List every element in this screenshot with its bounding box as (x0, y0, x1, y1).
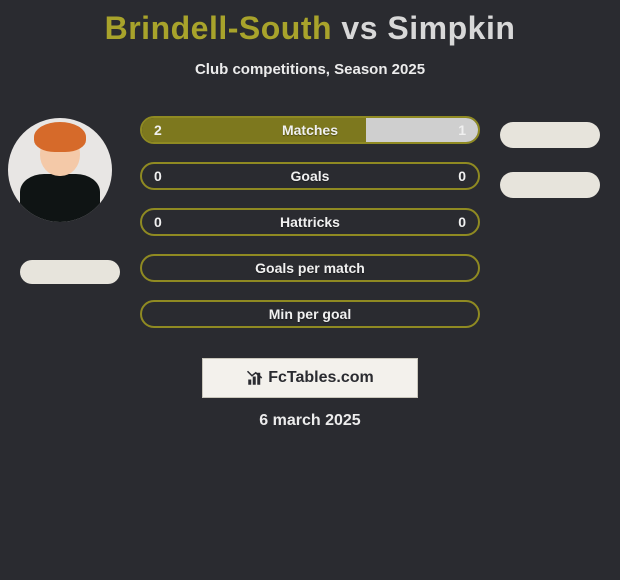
stat-row-goals: 0 Goals 0 (140, 162, 480, 190)
player2-avatar-pill (500, 122, 600, 148)
brand-box[interactable]: FcTables.com (202, 358, 418, 398)
stat-label: Min per goal (142, 302, 478, 326)
comparison-arena: 2 Matches 1 0 Goals 0 0 Hattricks 0 Goal… (0, 122, 620, 382)
date-text: 6 march 2025 (0, 412, 620, 430)
bar-chart-icon (246, 369, 264, 387)
player1-name-pill (20, 260, 120, 284)
stat-row-goals-per-match: Goals per match (140, 254, 480, 282)
stat-bars: 2 Matches 1 0 Goals 0 0 Hattricks 0 Goal… (140, 116, 480, 346)
stat-row-hattricks: 0 Hattricks 0 (140, 208, 480, 236)
stat-value-right: 1 (458, 118, 466, 142)
stat-label: Goals (142, 164, 478, 188)
vs-text: vs (341, 10, 378, 46)
player1-avatar (8, 118, 112, 222)
stat-row-matches: 2 Matches 1 (140, 116, 480, 144)
player1-name: Brindell-South (105, 10, 332, 46)
brand-text: FcTables.com (268, 369, 374, 387)
stat-label: Hattricks (142, 210, 478, 234)
player2-name: Simpkin (387, 10, 515, 46)
stat-row-min-per-goal: Min per goal (140, 300, 480, 328)
stat-value-right: 0 (458, 164, 466, 188)
player2-name-pill (500, 172, 600, 198)
stat-label: Matches (142, 118, 478, 142)
subtitle: Club competitions, Season 2025 (0, 61, 620, 78)
stat-value-right: 0 (458, 210, 466, 234)
stat-label: Goals per match (142, 256, 478, 280)
comparison-title: Brindell-South vs Simpkin (0, 0, 620, 47)
